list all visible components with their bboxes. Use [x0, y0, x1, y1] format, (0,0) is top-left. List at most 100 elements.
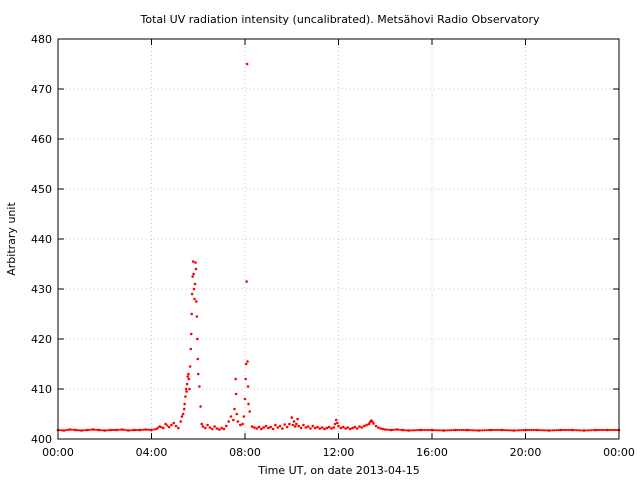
baseline-sample	[528, 428, 531, 432]
baseline-sample	[450, 429, 453, 432]
data-point	[193, 282, 197, 286]
baseline-sample	[105, 429, 108, 432]
data-point	[296, 417, 299, 421]
baseline-sample	[152, 428, 155, 431]
data-point	[535, 428, 539, 432]
data-point	[379, 427, 382, 430]
data-point	[132, 428, 136, 432]
data-point	[489, 428, 492, 432]
data-point	[594, 428, 597, 432]
baseline-sample	[491, 428, 494, 432]
data-point	[290, 416, 294, 419]
data-point	[199, 405, 202, 408]
data-point	[182, 407, 186, 411]
x-tick-label: 12:00	[323, 446, 355, 459]
data-point	[559, 428, 562, 432]
baseline-sample	[456, 428, 459, 432]
x-tick-label: 16:00	[416, 446, 448, 459]
data-point	[203, 426, 207, 430]
data-point	[318, 427, 322, 430]
data-point	[191, 275, 194, 278]
data-point	[183, 402, 186, 406]
baseline-sample	[119, 428, 122, 431]
data-point	[395, 428, 399, 431]
data-point	[222, 427, 226, 431]
baseline-sample	[438, 429, 441, 432]
data-point	[234, 392, 238, 396]
baseline-sample	[72, 428, 75, 431]
data-point	[320, 426, 324, 429]
baseline-sample	[436, 429, 439, 432]
data-point	[200, 422, 204, 426]
data-point	[158, 425, 161, 428]
data-point	[325, 426, 329, 430]
baseline-sample	[495, 428, 498, 432]
data-point	[304, 426, 308, 429]
data-point	[323, 427, 326, 431]
data-point	[246, 360, 249, 363]
data-point	[336, 421, 339, 425]
baseline-sample	[538, 428, 541, 432]
baseline-sample	[411, 429, 414, 432]
baseline-sample	[545, 429, 549, 432]
data-point	[365, 423, 368, 427]
y-tick-label: 480	[31, 33, 52, 46]
data-point	[283, 423, 287, 426]
baseline-sample	[399, 428, 402, 431]
data-point	[144, 428, 147, 431]
data-point	[193, 297, 196, 301]
data-point	[150, 428, 153, 432]
data-point	[154, 427, 158, 431]
data-point	[195, 315, 199, 318]
baseline-sample	[543, 429, 547, 432]
data-point	[245, 280, 248, 283]
data-point	[181, 412, 185, 416]
baseline-sample	[428, 428, 432, 432]
baseline-sample	[88, 428, 91, 431]
data-point	[194, 261, 197, 264]
baseline-sample	[493, 428, 496, 432]
y-tick-label: 450	[31, 183, 52, 196]
baseline-sample	[391, 428, 395, 431]
data-point	[306, 425, 310, 428]
data-point	[362, 424, 366, 428]
data-point	[138, 428, 142, 432]
baseline-sample	[415, 429, 418, 432]
data-point	[570, 428, 574, 432]
baseline-sample	[140, 428, 143, 431]
data-point	[271, 427, 275, 431]
baseline-sample	[549, 429, 552, 432]
data-point	[243, 397, 247, 401]
baseline-sample	[604, 428, 607, 432]
baseline-sample	[485, 429, 488, 432]
data-point	[376, 426, 380, 429]
baseline-sample	[388, 428, 391, 431]
data-point	[389, 428, 393, 432]
baseline-sample	[64, 429, 67, 432]
data-point	[374, 424, 378, 428]
baseline-sample	[614, 428, 617, 432]
baseline-sample	[123, 428, 126, 431]
baseline-sample	[483, 429, 486, 432]
data-point	[348, 427, 352, 431]
baseline-sample	[107, 429, 110, 432]
baseline-sample	[130, 429, 134, 432]
data-point	[500, 428, 504, 432]
data-point	[179, 420, 183, 423]
baseline-sample	[95, 428, 99, 431]
baseline-sample	[440, 429, 443, 432]
data-point	[353, 425, 357, 429]
baseline-sample	[561, 428, 564, 432]
data-point	[339, 426, 343, 430]
baseline-sample	[142, 428, 145, 431]
data-point	[164, 422, 167, 426]
axis-ticks	[57, 38, 620, 440]
data-point	[264, 424, 268, 428]
baseline-sample	[84, 429, 87, 432]
data-point	[196, 357, 200, 361]
baseline-sample	[475, 429, 478, 432]
data-point	[253, 426, 256, 429]
baseline-sample	[615, 428, 619, 432]
baseline-sample	[66, 428, 69, 431]
baseline-sample	[70, 428, 73, 431]
